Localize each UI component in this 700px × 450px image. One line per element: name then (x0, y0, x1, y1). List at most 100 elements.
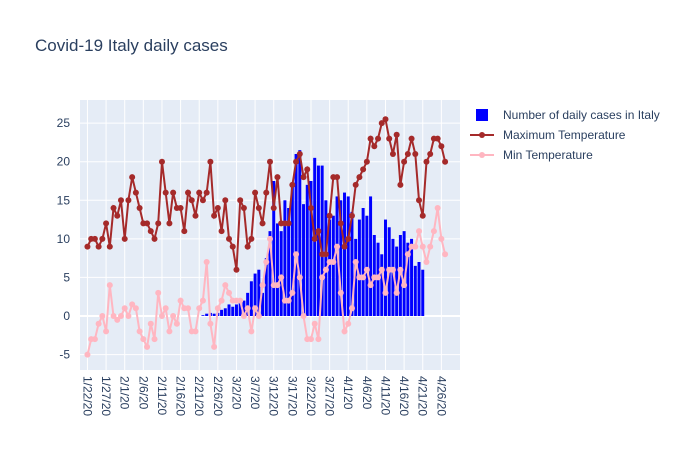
bar (346, 196, 350, 316)
min-temperature-point (348, 305, 355, 312)
x-axis: 1/22/20 1/27/20 2/1/20 2/6/20 2/11/20 2/16/20… (80, 376, 448, 416)
min-temperature-point (103, 328, 110, 335)
min-temperature-point (151, 336, 158, 343)
max-temperature-point (367, 135, 374, 142)
max-temperature-point (203, 189, 210, 196)
max-temperature-point (442, 158, 449, 165)
max-temperature-point (192, 212, 199, 219)
min-temperature-point (322, 266, 329, 273)
bar (275, 223, 279, 316)
bar (406, 242, 410, 316)
min-temperature-point (125, 313, 132, 319)
bar (283, 200, 287, 316)
max-temperature-point (401, 158, 408, 165)
bar (261, 292, 265, 316)
max-temperature-point (196, 189, 203, 196)
x-tick-label: 3/2/20 (229, 376, 243, 410)
bar (384, 219, 387, 316)
max-temperature-point (214, 205, 221, 211)
min-temperature-point (434, 205, 441, 211)
max-temperature-point (162, 189, 169, 196)
min-temperature-point (222, 282, 229, 289)
bar (410, 238, 414, 316)
min-temperature-point (315, 336, 322, 343)
max-temperature-point (237, 197, 244, 204)
bar (328, 219, 332, 316)
max-temperature-point (155, 220, 162, 227)
max-temperature-point (259, 220, 266, 227)
bar (320, 165, 324, 316)
min-temperature-point (129, 301, 136, 308)
bar (227, 304, 231, 316)
x-tick-label: 2/21/20 (192, 376, 206, 416)
min-temperature-point (345, 320, 352, 327)
bar (238, 302, 242, 316)
bar (350, 211, 354, 316)
min-temperature-point (393, 289, 400, 296)
bar (246, 292, 250, 316)
max-temperature-point (218, 228, 225, 235)
bar (413, 265, 417, 316)
x-tick-label: 1/22/20 (80, 376, 94, 416)
max-temperature-point (267, 158, 273, 165)
min-temperature-point (244, 305, 251, 312)
bar (380, 254, 384, 316)
max-temperature-point (315, 228, 322, 235)
max-temperature-point (222, 197, 229, 204)
min-temperature-point (319, 274, 326, 281)
min-temperature-point (263, 259, 270, 265)
min-temperature-point (404, 251, 411, 258)
max-temperature-point (199, 197, 206, 204)
min-temperature-point (99, 313, 106, 319)
max-temperature-point (84, 243, 91, 250)
min-temperature-point (199, 297, 206, 304)
min-temperature-point (289, 289, 296, 296)
x-tick-label: 3/17/20 (285, 376, 299, 416)
min-temperature-point (274, 282, 281, 289)
min-temperature-point (267, 235, 273, 242)
min-temperature-point (240, 313, 247, 319)
max-temperature-point (307, 205, 314, 211)
min-temperature-point (158, 313, 165, 319)
bar (417, 262, 421, 316)
max-temperature-point (129, 174, 136, 181)
min-temperature-point (84, 351, 91, 358)
min-temperature-point (218, 297, 225, 304)
x-tick-label: 4/16/20 (397, 376, 411, 416)
min-temperature-point (382, 289, 389, 296)
min-temperature-point (389, 266, 396, 273)
min-temperature-point (144, 343, 151, 350)
max-temperature-point (408, 135, 415, 142)
x-tick-label: 2/11/20 (155, 376, 169, 415)
bar (395, 246, 399, 316)
bar (294, 154, 298, 316)
bar (242, 300, 246, 316)
min-temperature-point (214, 305, 221, 312)
min-temperature-point (375, 274, 382, 281)
min-temperature-point (412, 243, 419, 250)
max-temperature-point (352, 181, 359, 188)
max-temperature-point (419, 212, 426, 219)
min-temperature-point (334, 243, 341, 250)
legend[interactable]: Number of daily cases in Italy Maximum Te… (470, 108, 660, 162)
x-tick-label: 3/7/20 (248, 376, 262, 410)
bar (201, 315, 205, 316)
chart-title: Covid-19 Italy daily cases (35, 36, 228, 55)
min-temperature-point (177, 297, 184, 304)
max-temperature-point (397, 181, 404, 188)
max-temperature-point (356, 174, 363, 181)
max-temperature-point (95, 243, 102, 250)
max-temperature-point (337, 220, 344, 227)
min-temperature-point (363, 266, 370, 273)
max-temperature-point (125, 197, 132, 204)
max-temperature-point (106, 243, 113, 250)
y-tick-label: 0 (63, 309, 70, 323)
max-temperature-point (322, 251, 329, 258)
max-temperature-point (393, 131, 400, 138)
min-temperature-point (419, 243, 426, 250)
min-temperature-point (278, 274, 285, 281)
x-tick-label: 2/16/20 (174, 376, 188, 416)
min-temperature-point (416, 228, 423, 235)
max-temperature-point (375, 135, 382, 142)
